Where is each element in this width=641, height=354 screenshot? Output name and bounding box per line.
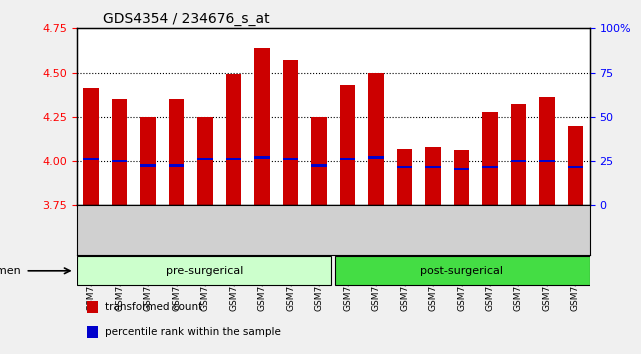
Bar [368,156,384,159]
Bar [112,99,128,205]
Bar [454,150,469,205]
Bar [482,112,498,205]
Bar [169,99,185,205]
Bar [511,104,526,205]
Bar [454,168,469,170]
Text: post-surgerical: post-surgerical [420,266,503,276]
Bar [254,156,270,159]
Text: transformed count: transformed count [105,302,203,312]
Bar [87,301,99,313]
Bar [340,158,355,160]
Bar [87,326,99,338]
Bar [283,158,299,160]
Bar [568,126,583,205]
Bar [539,97,555,205]
Bar [340,85,355,205]
Bar [77,256,331,285]
Text: pre-surgerical: pre-surgerical [167,266,244,276]
Bar [335,256,590,285]
Bar [397,149,412,205]
Bar [226,158,242,160]
Bar [169,164,185,166]
Bar [312,117,327,205]
Bar [482,166,498,168]
Bar [112,160,128,162]
Text: specimen: specimen [0,266,22,276]
Text: percentile rank within the sample: percentile rank within the sample [105,327,281,337]
Bar [425,147,441,205]
Bar [312,164,327,166]
Bar [254,48,270,205]
Bar [140,164,156,166]
Bar [511,160,526,162]
Bar [226,74,242,205]
Text: GDS4354 / 234676_s_at: GDS4354 / 234676_s_at [103,12,269,26]
Bar [83,88,99,205]
Bar [397,166,412,168]
Bar [368,73,384,205]
Bar [539,160,555,162]
Bar [140,117,156,205]
Bar [283,60,299,205]
Bar [425,166,441,168]
Bar [568,166,583,168]
Bar [197,117,213,205]
Bar [83,158,99,160]
Bar [197,158,213,160]
